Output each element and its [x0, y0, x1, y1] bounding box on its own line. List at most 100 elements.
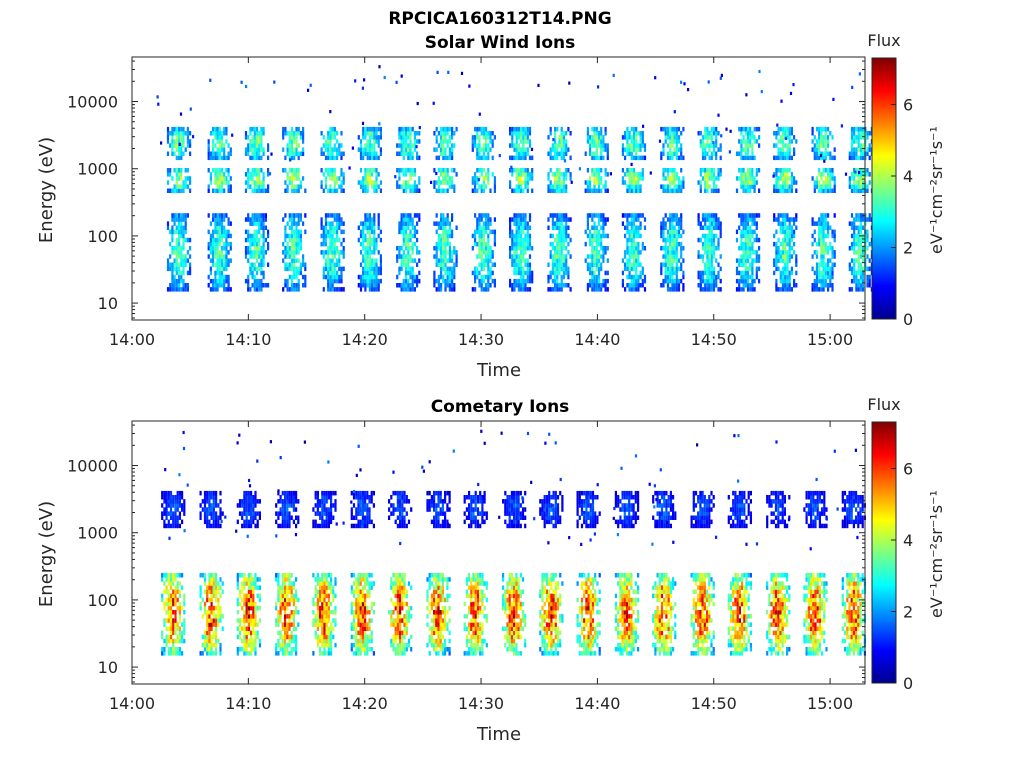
flux-cell: [342, 237, 345, 243]
flux-cell: [359, 241, 363, 247]
flux-cell: [324, 221, 328, 226]
flux-cell: [854, 170, 857, 174]
flux-cell: [482, 176, 485, 181]
flux-cell: [260, 278, 263, 284]
flux-cell: [558, 176, 561, 181]
flux-cell: [413, 233, 416, 239]
flux-cell: [405, 139, 408, 144]
flux-cell: [218, 274, 221, 280]
flux-cell: [742, 155, 745, 161]
flux-cell: [788, 233, 791, 239]
flux-cell: [442, 274, 445, 280]
flux-cell: [528, 278, 532, 284]
flux-cell: [790, 237, 793, 243]
flux-cell: [682, 274, 685, 280]
flux-cell: [597, 172, 601, 177]
flux-cell: [333, 250, 336, 255]
flux-cell: [178, 176, 181, 181]
flux-cell: [371, 172, 374, 177]
flux-cell: [227, 151, 230, 156]
flux-cell: [822, 266, 825, 272]
flux-cell: [176, 605, 179, 611]
flux-cell: [708, 221, 711, 226]
flux-cell: [602, 147, 605, 152]
flux-cell: [249, 143, 252, 148]
flux-cell: [751, 217, 754, 222]
flux-cell: [480, 217, 483, 222]
flux-cell: [669, 151, 672, 156]
flux-cell: [229, 233, 232, 239]
flux-cell: [304, 278, 307, 284]
flux-cell: [786, 213, 789, 218]
flux-cell: [624, 155, 627, 161]
flux-cell: [551, 287, 554, 292]
flux-cell: [297, 217, 300, 222]
flux-cell: [255, 250, 259, 255]
flux-cell: [584, 229, 587, 235]
flux-cell: [781, 254, 785, 259]
flux-cell: [482, 126, 485, 132]
flux-cell: [793, 233, 796, 239]
flux-cell: [231, 133, 234, 137]
flux-cell: [740, 180, 743, 185]
flux-cell: [827, 143, 830, 148]
flux-cell: [178, 283, 181, 288]
flux-cell: [824, 176, 827, 181]
flux-cell: [868, 180, 871, 185]
flux-cell: [249, 147, 252, 152]
flux-cell: [169, 601, 173, 607]
flux-cell: [433, 270, 436, 276]
flux-cell: [853, 241, 856, 247]
flux-cell: [786, 172, 789, 177]
flux-cell: [593, 143, 596, 148]
flux-cell: [677, 139, 681, 144]
flux-cell: [673, 217, 676, 222]
flux-cell: [827, 188, 830, 193]
flux-cell: [413, 135, 416, 140]
flux-cell: [556, 184, 559, 189]
flux-cell: [482, 225, 485, 230]
flux-cell: [297, 213, 300, 218]
flux-cell: [565, 217, 568, 222]
flux-cell: [751, 151, 754, 156]
flux-cell: [556, 126, 559, 132]
flux-cell: [471, 176, 474, 181]
flux-cell: [485, 147, 488, 152]
flux-cell: [706, 270, 709, 276]
flux-cell: [183, 601, 186, 607]
flux-cell: [775, 217, 778, 222]
flux-cell: [255, 143, 259, 148]
flux-cell: [169, 577, 173, 582]
flux-cell: [307, 88, 310, 92]
flux-cell: [251, 126, 254, 132]
flux-cell: [602, 155, 605, 161]
flux-cell: [247, 184, 250, 189]
flux-cell: [751, 233, 754, 239]
flux-cell: [859, 229, 862, 235]
flux-cell: [249, 287, 252, 292]
flux-cell: [174, 515, 177, 520]
flux-cell: [637, 225, 640, 230]
flux-cell: [398, 176, 401, 181]
flux-cell: [554, 151, 557, 156]
flux-cell: [437, 188, 440, 193]
flux-cell: [251, 237, 254, 243]
flux-cell: [220, 176, 224, 181]
flux-cell: [818, 168, 821, 173]
flux-cell: [288, 246, 291, 251]
flux-cell: [755, 237, 758, 243]
flux-cell: [831, 229, 834, 235]
flux-cell: [446, 237, 449, 243]
flux-cell: [262, 221, 265, 226]
flux-cell: [181, 495, 184, 500]
flux-cell: [746, 233, 750, 239]
flux-cell: [167, 523, 170, 529]
flux-cell: [489, 266, 492, 272]
flux-cell: [209, 287, 212, 292]
flux-cell: [336, 176, 339, 181]
flux-cell: [606, 143, 609, 148]
flux-cell: [338, 217, 341, 222]
flux-cell: [708, 176, 711, 181]
flux-cell: [362, 246, 365, 251]
flux-cell: [489, 283, 492, 288]
